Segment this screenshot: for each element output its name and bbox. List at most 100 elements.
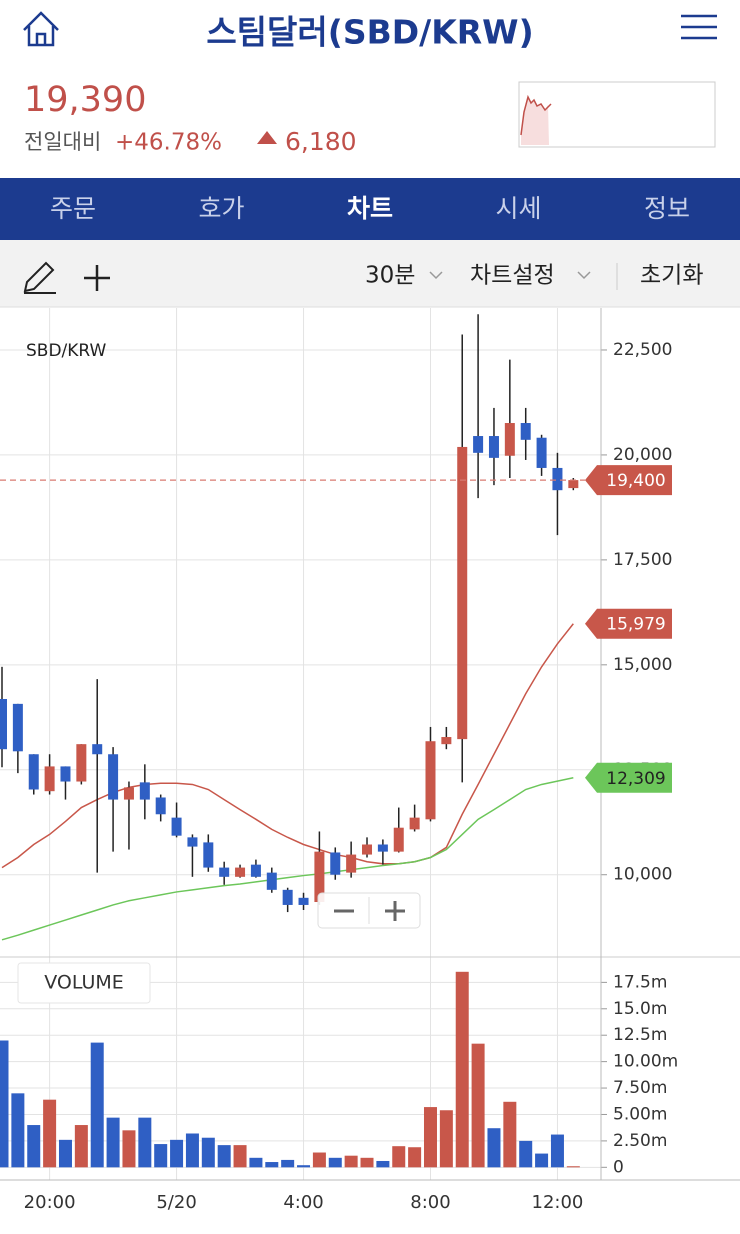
volume-bar <box>360 1157 374 1168</box>
volume-bar <box>312 1152 326 1168</box>
volume-bar <box>106 1117 120 1168</box>
candle-body <box>568 480 579 489</box>
interval-select[interactable]: 30분 <box>365 263 415 289</box>
price-tag <box>585 608 672 639</box>
change-percent: +46.78% <box>115 130 222 156</box>
x-tick-label: 4:00 <box>283 1192 323 1213</box>
volume-bar <box>74 1125 88 1168</box>
x-tick-label: 12:00 <box>532 1192 584 1213</box>
y-tick-label: 15.0m <box>613 999 667 1019</box>
candle-body <box>298 897 309 905</box>
page-title: 스팀달러(SBD/KRW) <box>206 13 533 52</box>
volume-bar <box>423 1107 437 1168</box>
y-tick-label: 15,000 <box>613 655 672 675</box>
volume-bar <box>439 1110 453 1168</box>
candle-body <box>171 817 182 836</box>
candle-body <box>92 744 103 755</box>
candle-body <box>552 467 563 491</box>
change-label: 전일대비 <box>24 130 101 154</box>
change-amount: 6,180 <box>285 127 357 156</box>
zoom-in[interactable] <box>385 901 405 921</box>
candle-body <box>362 844 373 855</box>
volume-bar <box>233 1145 247 1168</box>
y-tick-label: 20,000 <box>613 445 672 465</box>
candle-body <box>0 698 7 750</box>
tab[interactable]: 정보 <box>644 194 690 223</box>
menu-icon[interactable] <box>681 14 717 40</box>
chevron <box>429 271 443 280</box>
y-tick-label: 2.50m <box>613 1131 667 1151</box>
tabs: 주문 호가 차트 시세 정보 <box>50 194 690 223</box>
volume-bar <box>0 1040 9 1168</box>
volume-bar <box>455 971 469 1168</box>
moving-average <box>1 777 574 941</box>
tab-bar <box>0 178 740 240</box>
candle-body <box>108 754 119 800</box>
y-tick-label: 0 <box>613 1157 624 1177</box>
chevron <box>577 271 591 280</box>
reset-button[interactable]: 초기화 <box>640 263 703 289</box>
volume-bar <box>122 1130 136 1168</box>
zoom-control <box>317 892 421 929</box>
volume-bar <box>535 1153 549 1168</box>
y-tick-label: 17.5m <box>613 972 667 992</box>
volume-bar <box>471 1043 485 1168</box>
y-tick-label: 12.5m <box>613 1025 667 1045</box>
draw-icon[interactable] <box>23 261 56 294</box>
volume-bar <box>566 1166 580 1168</box>
volume-bar <box>328 1157 342 1168</box>
chart-title: SBD/KRW <box>26 341 107 361</box>
candle-body <box>314 851 325 903</box>
legend-box <box>17 962 151 1004</box>
y-tick-label: 10.00m <box>613 1052 678 1072</box>
volume-bar <box>249 1157 263 1168</box>
price-tag-label: 15,979 <box>606 615 665 635</box>
candle-body <box>536 437 547 468</box>
candle-body <box>250 864 261 877</box>
x-tick-label: 8:00 <box>410 1192 450 1213</box>
candle-body <box>187 837 198 847</box>
volume-bar <box>503 1101 517 1168</box>
overlay: 19,400 15,979 12,309 <box>317 465 672 929</box>
y-tick-label: 17,500 <box>613 550 672 570</box>
candle-body <box>139 782 150 800</box>
volume-bar <box>408 1147 422 1168</box>
volume-bar <box>344 1155 358 1168</box>
tab[interactable]: 호가 <box>198 194 244 223</box>
candle-body <box>520 423 531 440</box>
mini-chart <box>518 81 716 148</box>
add-icon[interactable] <box>84 265 110 291</box>
x-tick-label: 5/20 <box>156 1192 196 1213</box>
candle-body <box>235 867 246 877</box>
candle-body <box>44 766 55 792</box>
tab[interactable]: 주문 <box>50 194 96 223</box>
volume-bar <box>487 1128 501 1168</box>
candle-body <box>60 766 71 782</box>
y-tick-label: 5.00m <box>613 1104 667 1124</box>
volume-bar <box>376 1160 390 1168</box>
candle-body <box>219 867 230 877</box>
volume-bar <box>201 1137 215 1168</box>
volume-bar <box>519 1140 533 1168</box>
tab[interactable]: 시세 <box>495 194 541 223</box>
candle-body <box>409 817 420 830</box>
volume-bar <box>27 1125 41 1168</box>
candle-body <box>155 797 166 815</box>
candle-body <box>488 436 499 458</box>
price-tag-label: 12,309 <box>606 769 665 789</box>
y-tick-label: 7.50m <box>613 1078 667 1098</box>
home-icon[interactable] <box>23 11 59 47</box>
price-tag <box>585 762 672 793</box>
candle-body <box>425 741 436 820</box>
candle-body <box>266 872 277 890</box>
current-price: 19,390 <box>24 80 146 120</box>
candle-body <box>203 842 214 868</box>
volume-bar <box>217 1145 231 1168</box>
chart-title: VOLUME <box>44 972 124 994</box>
tab[interactable]: 차트 <box>347 194 393 223</box>
candle-body <box>393 827 404 852</box>
chart-settings[interactable]: 차트설정 <box>470 263 555 289</box>
volume-bar <box>11 1093 25 1168</box>
volume-bar <box>281 1159 295 1168</box>
volume-bar <box>265 1162 279 1168</box>
